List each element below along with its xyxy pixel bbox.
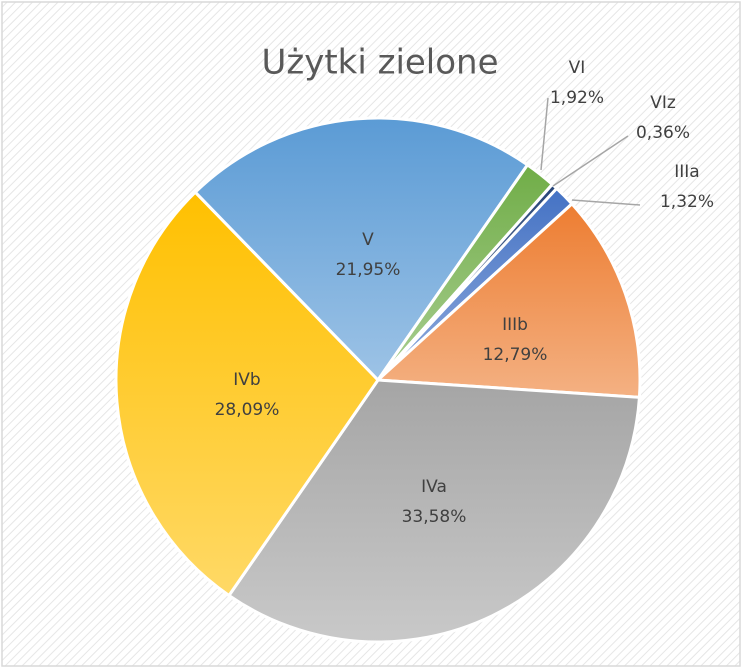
pie-slice bbox=[227, 378, 641, 644]
slice-label-name: VIz bbox=[650, 93, 676, 113]
chart-title: Użytki zielone bbox=[261, 43, 498, 83]
slice-label-name: IVa bbox=[421, 477, 447, 497]
slice-label-value: 33,58% bbox=[402, 507, 467, 527]
slice-label-value: 1,92% bbox=[550, 88, 604, 108]
labels: IIIa 1,32% IIIb 12,79% IVa 33,58% IVb 28,09% V 21… bbox=[215, 58, 714, 527]
slice-label-value: 0,36% bbox=[636, 123, 690, 143]
pie-slice bbox=[193, 116, 529, 382]
leader-line bbox=[552, 135, 629, 187]
slice-label-name: IIIb bbox=[502, 315, 528, 335]
slice-label-name: VI bbox=[569, 58, 586, 78]
pie-slice bbox=[376, 182, 559, 382]
slice-label-name: IVb bbox=[233, 370, 260, 390]
slice-label-value: 21,95% bbox=[336, 260, 401, 280]
pie bbox=[114, 116, 642, 644]
leader-line bbox=[540, 97, 549, 171]
leader-line bbox=[571, 199, 641, 206]
slice-label-value: 1,32% bbox=[660, 192, 714, 212]
slice-label-value: 28,09% bbox=[215, 400, 280, 420]
slice-label-name: V bbox=[362, 230, 374, 250]
slice-label-value: 12,79% bbox=[483, 345, 548, 365]
pie-slice bbox=[376, 202, 642, 399]
slice-label-name: IIIa bbox=[674, 162, 699, 182]
pie-slice bbox=[114, 190, 380, 597]
